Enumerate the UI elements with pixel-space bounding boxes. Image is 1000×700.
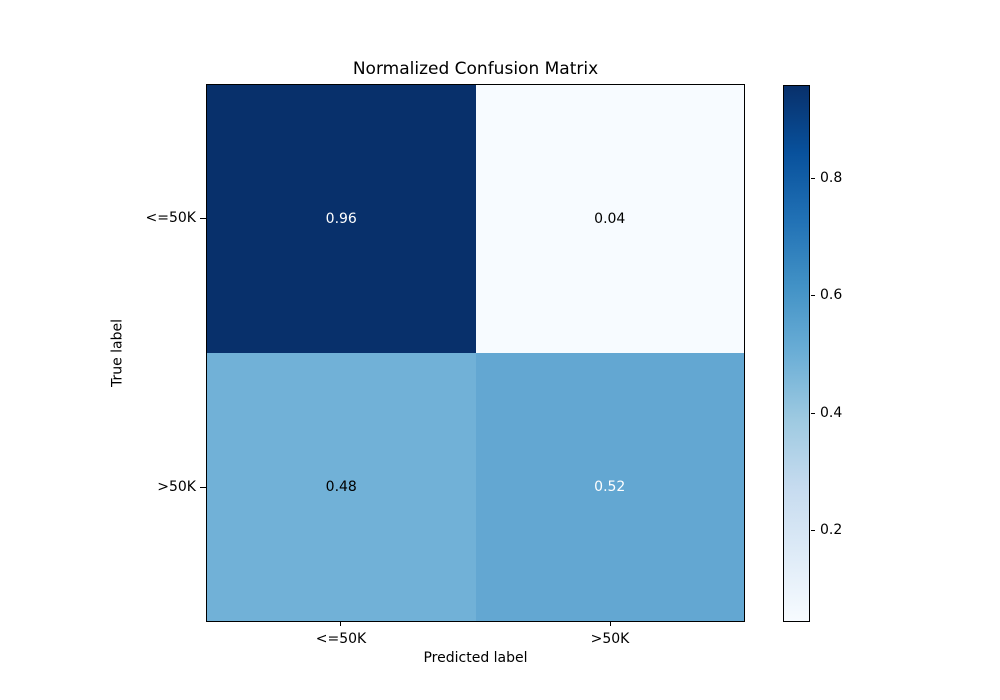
colorbar-tick-label: 0.2 <box>820 522 843 538</box>
heatmap-cell-true-gt50k-pred-gt50k: 0.52 <box>475 353 744 621</box>
y-tick-label: >50K <box>157 479 196 495</box>
y-tick-mark <box>200 487 206 488</box>
colorbar-tick-label: 0.6 <box>820 287 843 303</box>
chart-title: Normalized Confusion Matrix <box>352 59 599 79</box>
x-tick-mark <box>610 622 611 626</box>
y-axis-label: True label <box>109 318 126 388</box>
x-tick-label: <=50K <box>315 631 367 647</box>
y-tick-label: <=50K <box>145 210 196 226</box>
heatmap-cell-true-le50k-pred-le50k: 0.96 <box>207 85 476 353</box>
colorbar-tick-mark <box>811 178 815 179</box>
heatmap-axes: 0.96 0.04 0.48 0.52 <box>206 84 745 622</box>
y-tick-mark <box>200 218 206 219</box>
colorbar-tick-label: 0.8 <box>820 170 843 186</box>
heatmap-cell-true-gt50k-pred-le50k: 0.48 <box>207 353 476 621</box>
x-axis-label: Predicted label <box>423 650 528 666</box>
colorbar-tick-mark <box>811 530 815 531</box>
x-tick-label: >50K <box>590 631 630 647</box>
colorbar <box>783 85 810 622</box>
colorbar-tick-mark <box>811 413 815 414</box>
colorbar-tick-label: 0.4 <box>820 405 843 421</box>
heatmap-cell-true-le50k-pred-gt50k: 0.04 <box>475 85 744 353</box>
colorbar-tick-mark <box>811 295 815 296</box>
x-tick-mark <box>340 622 341 626</box>
